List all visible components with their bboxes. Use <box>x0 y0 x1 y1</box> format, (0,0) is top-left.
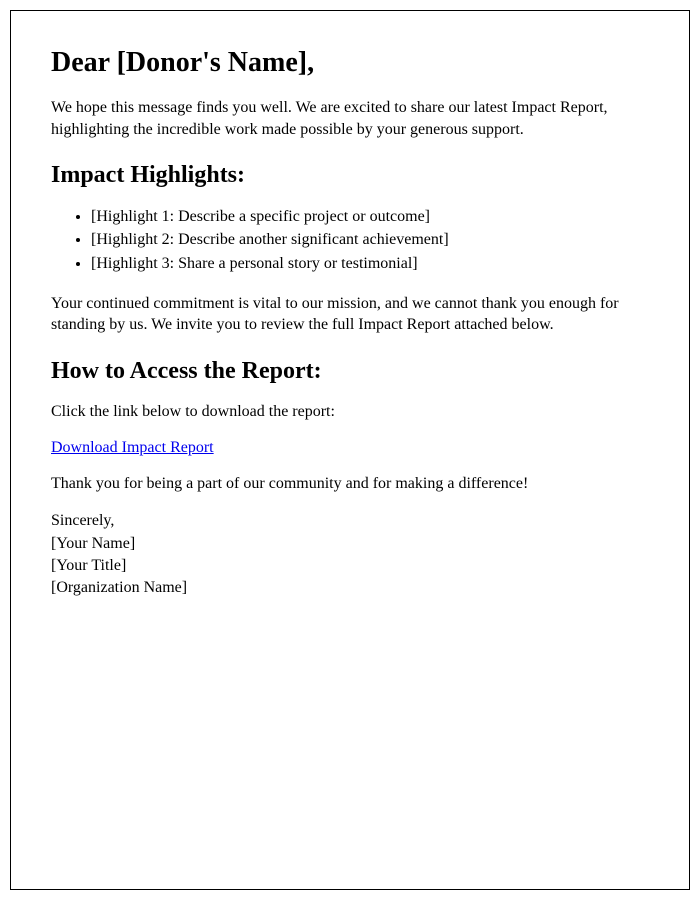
name-line: [Your Name] <box>51 533 649 555</box>
intro-paragraph: We hope this message finds you well. We … <box>51 97 649 140</box>
list-item: [Highlight 1: Describe a specific projec… <box>91 205 649 228</box>
access-heading: How to Access the Report: <box>51 358 649 385</box>
thankyou-paragraph: Thank you for being a part of our commun… <box>51 473 649 495</box>
closing-line: Sincerely, <box>51 510 649 532</box>
list-item: [Highlight 2: Describe another significa… <box>91 228 649 251</box>
title-line: [Your Title] <box>51 555 649 577</box>
access-text: Click the link below to download the rep… <box>51 401 649 423</box>
list-item: [Highlight 3: Share a personal story or … <box>91 252 649 275</box>
document-page: Dear [Donor's Name], We hope this messag… <box>10 10 690 890</box>
signature-block: Sincerely, [Your Name] [Your Title] [Org… <box>51 510 649 600</box>
highlights-heading: Impact Highlights: <box>51 162 649 189</box>
greeting-heading: Dear [Donor's Name], <box>51 47 649 79</box>
commitment-paragraph: Your continued commitment is vital to ou… <box>51 293 649 336</box>
highlights-list: [Highlight 1: Describe a specific projec… <box>51 205 649 275</box>
download-report-link[interactable]: Download Impact Report <box>51 439 214 456</box>
download-link-block: Download Impact Report <box>51 439 649 457</box>
org-line: [Organization Name] <box>51 577 649 599</box>
